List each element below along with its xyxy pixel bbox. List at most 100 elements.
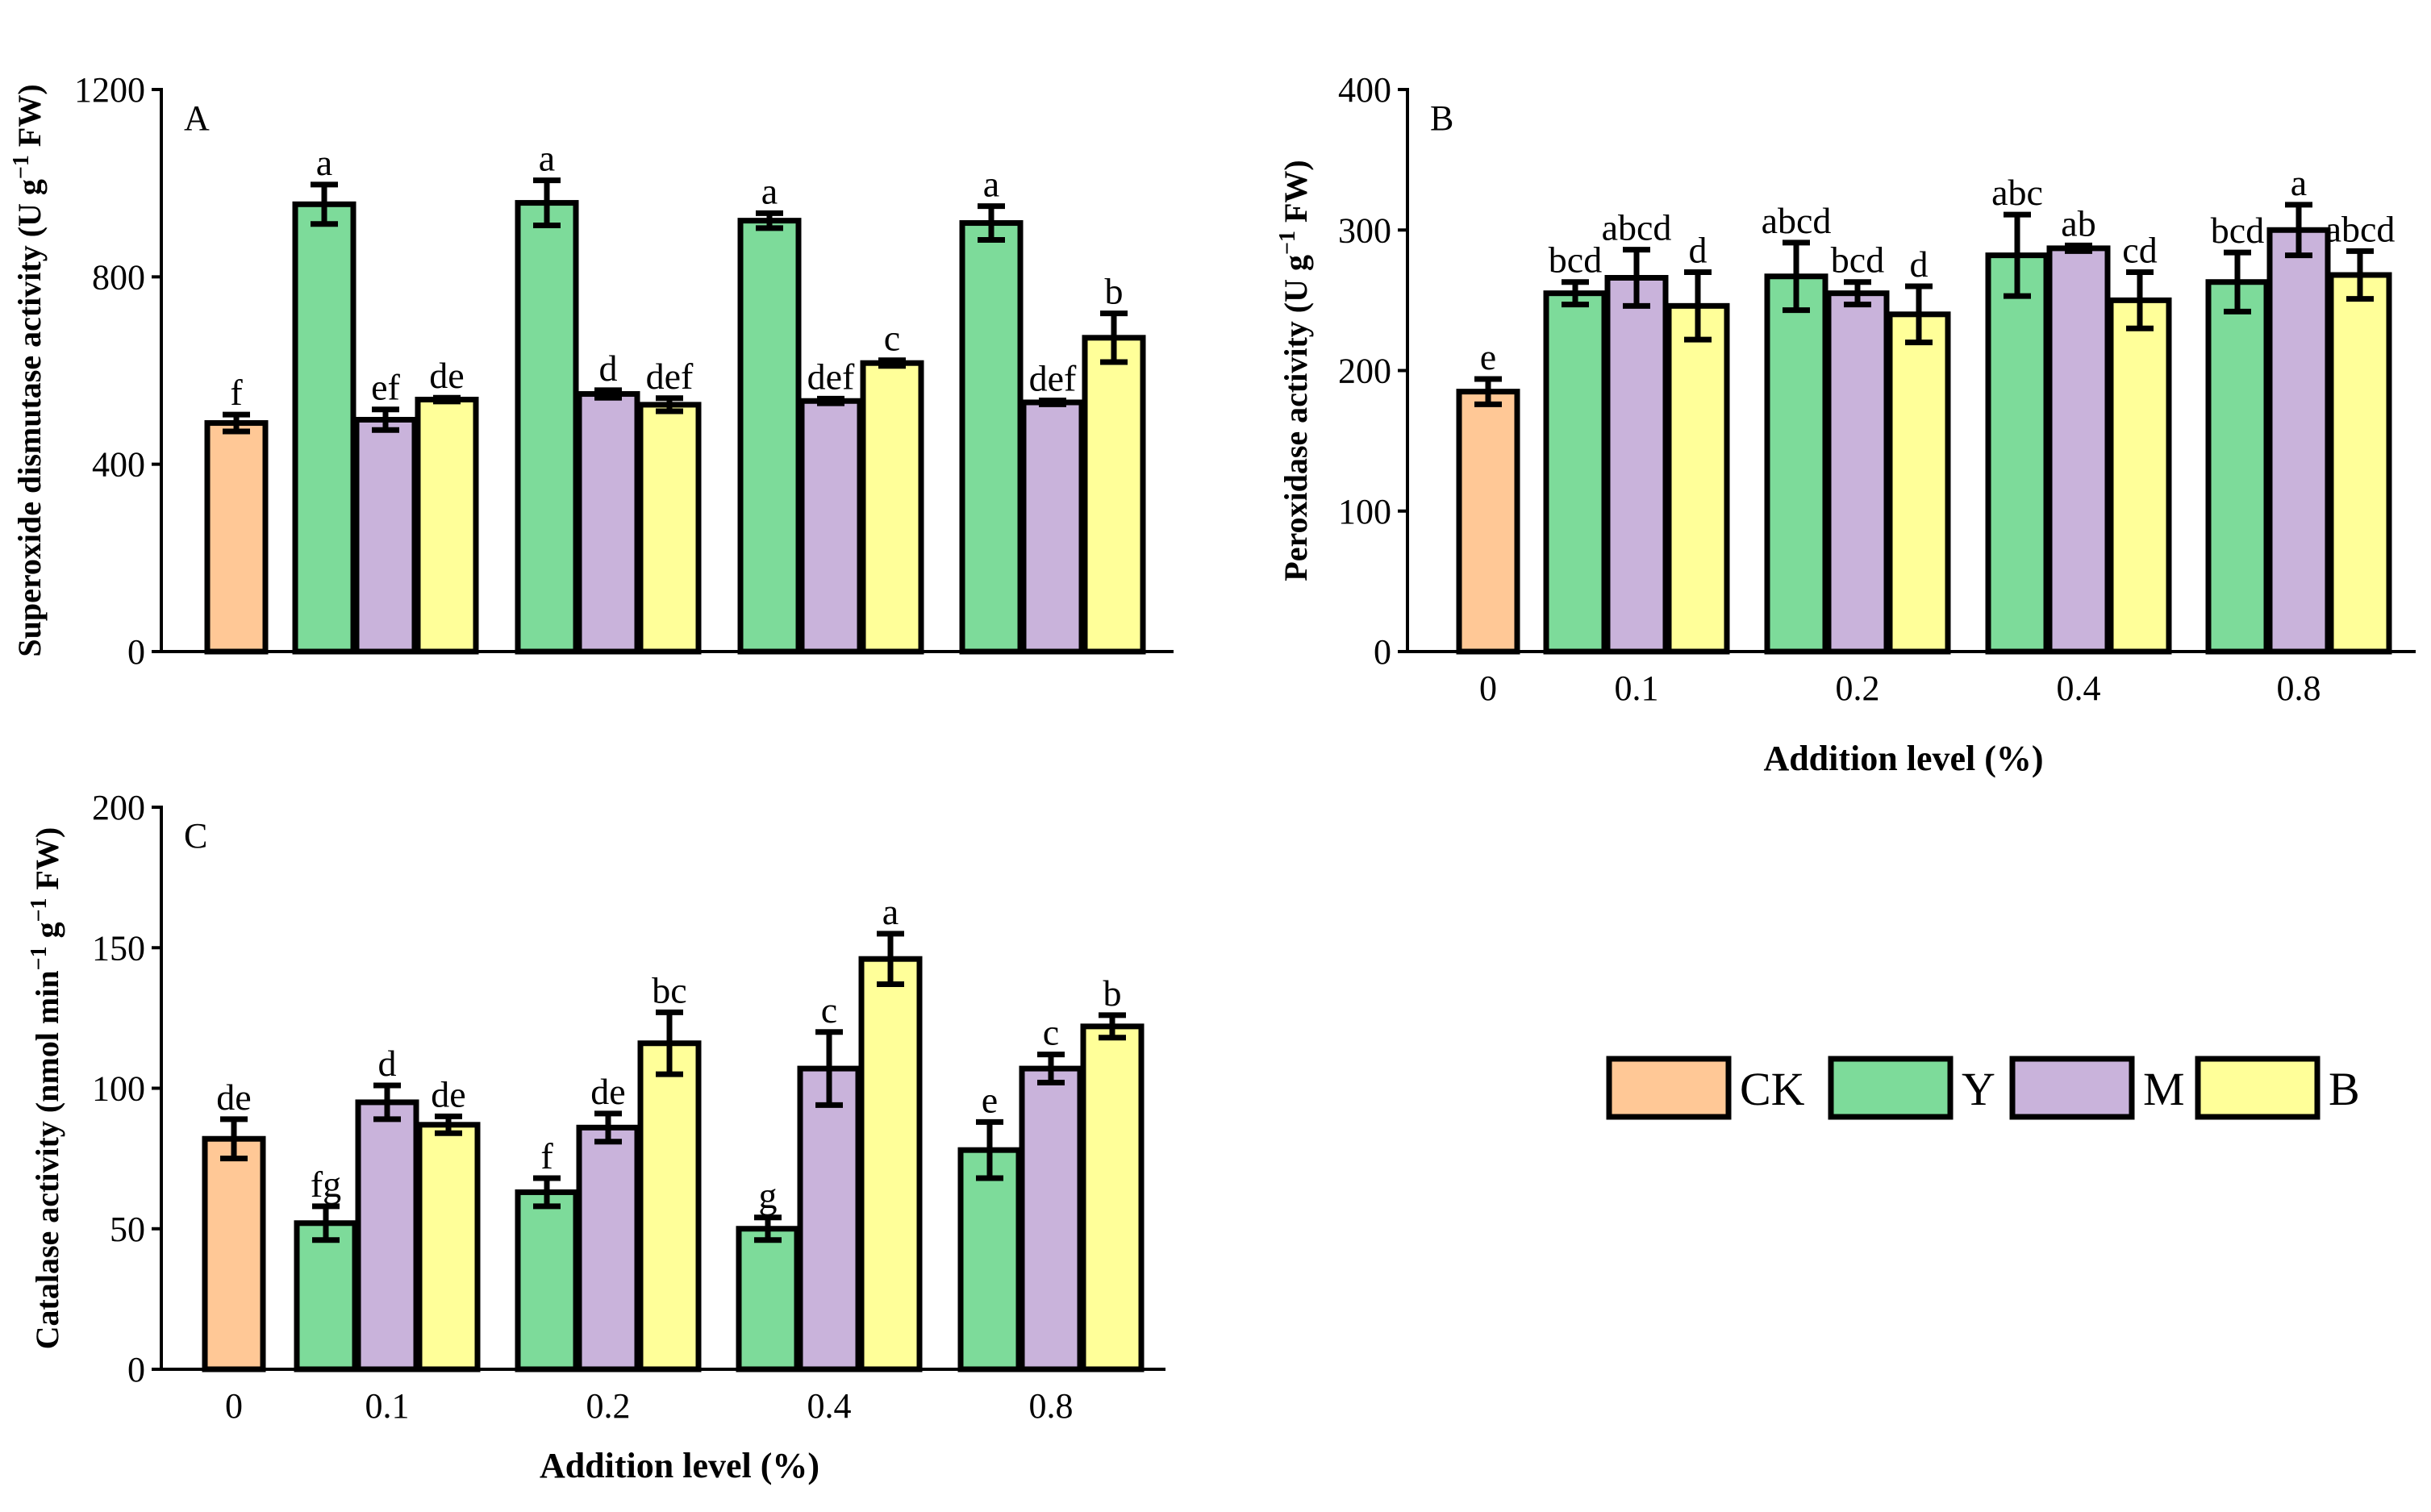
significance-label: d	[378, 1043, 397, 1084]
significance-label: abcd	[2325, 208, 2396, 249]
significance-label: b	[1105, 271, 1124, 312]
legend-item-ck: CK	[1606, 1056, 1805, 1120]
significance-label: a	[316, 142, 332, 183]
bar-y	[292, 201, 357, 655]
significance-label: c	[1043, 1012, 1059, 1053]
panel-letter: B	[1430, 98, 1453, 138]
y-axis-title-part: g	[29, 922, 65, 946]
legend-swatch	[2009, 1056, 2135, 1120]
bar-m	[2266, 227, 2331, 655]
significance-label: def	[1029, 358, 1077, 399]
y-tick-label: 0	[1374, 632, 1391, 672]
legend-label: Y	[1962, 1063, 1995, 1115]
significance-label: ef	[371, 367, 400, 408]
bar-m	[1019, 1065, 1083, 1372]
bar-ck	[204, 420, 269, 655]
x-tick-label: 0.2	[1836, 669, 1880, 708]
significance-label: fg	[311, 1164, 341, 1205]
significance-label: a	[539, 138, 555, 179]
bar-y	[1543, 290, 1607, 655]
bar-m	[353, 416, 418, 655]
x-tick-label: 0.8	[2277, 669, 2321, 708]
bar-y	[959, 220, 1024, 655]
bar-b	[860, 360, 924, 655]
bar-y	[736, 1226, 800, 1372]
significance-label: de	[216, 1077, 251, 1118]
y-axis-title-superscript: −1	[1275, 231, 1300, 255]
y-tick-label: 100	[1338, 492, 1391, 531]
y-tick-label: 400	[1338, 70, 1391, 110]
significance-label: a	[761, 170, 778, 211]
y-tick-label: 200	[1338, 352, 1391, 391]
x-tick-label: 0	[225, 1386, 243, 1426]
x-tick-label: 0.4	[2057, 669, 2101, 708]
significance-label: def	[646, 356, 694, 397]
significance-label: d	[1689, 230, 1708, 271]
y-axis-title-superscript: −1	[9, 155, 34, 179]
bar-ck	[202, 1135, 266, 1372]
y-axis-title-part: FW)	[1278, 160, 1314, 231]
x-axis-title: Addition level (%)	[540, 1446, 819, 1485]
bar-m	[576, 1124, 640, 1372]
bar-y	[1764, 273, 1828, 655]
bar-m	[355, 1099, 419, 1372]
bar-ck	[1456, 389, 1520, 655]
y-tick-label: 0	[127, 632, 145, 672]
y-axis-title-superscript: −1	[27, 946, 52, 970]
y-axis-title-superscript: −1	[27, 898, 52, 922]
significance-label: f	[540, 1135, 553, 1177]
y-tick-label: 50	[110, 1210, 145, 1249]
y-tick-label: 0	[127, 1350, 145, 1389]
bar-b	[1666, 302, 1730, 655]
y-axis-title: Catalase activity (nmol min−1 g−1 FW)	[27, 827, 66, 1350]
bar-b	[1082, 335, 1146, 655]
significance-label: de	[429, 355, 464, 396]
legend-label: CK	[1740, 1063, 1805, 1115]
panel-letter: A	[184, 98, 210, 138]
legend-swatch	[2195, 1056, 2320, 1120]
significance-label: g	[759, 1175, 778, 1216]
y-axis-title-part: FW)	[29, 827, 65, 898]
significance-label: bcd	[2211, 210, 2264, 251]
legend-label: M	[2143, 1063, 2185, 1115]
bar-y	[957, 1147, 1022, 1372]
bar-b	[858, 956, 923, 1372]
bar-b	[1080, 1023, 1145, 1372]
significance-label: abcd	[1762, 200, 1832, 241]
x-tick-label: 0.1	[365, 1386, 410, 1426]
significance-label: b	[1103, 973, 1122, 1014]
y-tick-label: 1200	[74, 70, 145, 110]
significance-label: cd	[2122, 230, 2157, 271]
bar-y	[737, 218, 802, 655]
y-axis-title-part: Catalase activity (nmol min	[29, 970, 65, 1349]
y-tick-label: 100	[92, 1069, 145, 1109]
bar-y	[1985, 252, 2049, 655]
bar-m	[576, 391, 640, 655]
bar-m	[797, 1065, 861, 1372]
x-tick-label: 0.4	[807, 1386, 852, 1426]
y-tick-label: 150	[92, 928, 145, 968]
bar-m	[1604, 274, 1669, 655]
bar-m	[2046, 245, 2111, 655]
significance-label: a	[2291, 162, 2307, 203]
y-tick-label: 200	[92, 788, 145, 827]
significance-label: a	[983, 164, 999, 205]
significance-label: de	[431, 1073, 465, 1114]
bar-b	[2328, 272, 2392, 655]
bar-m	[1020, 399, 1085, 655]
significance-label: e	[982, 1079, 998, 1120]
bar-m	[799, 398, 863, 655]
bar-y	[515, 200, 579, 655]
significance-label: ab	[2061, 202, 2095, 244]
significance-label: c	[821, 989, 837, 1031]
significance-label: de	[590, 1071, 625, 1112]
significance-label: abcd	[1602, 207, 1672, 248]
legend: CK Y M B	[1606, 1056, 2360, 1120]
x-tick-label: 0	[1479, 669, 1497, 708]
significance-label: def	[807, 356, 855, 397]
bar-b	[416, 1122, 481, 1372]
significance-label: abc	[1991, 172, 2043, 213]
panel-letter: C	[184, 816, 207, 856]
